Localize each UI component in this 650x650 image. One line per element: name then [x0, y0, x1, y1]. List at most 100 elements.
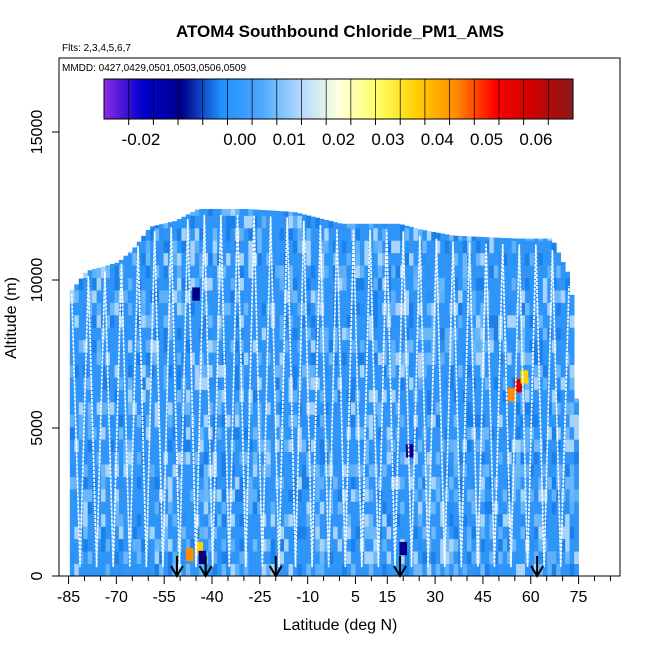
heat-cell — [159, 314, 164, 328]
heat-cell — [92, 538, 98, 552]
heat-cell — [529, 327, 535, 341]
heat-cell — [458, 277, 463, 291]
heat-cell — [346, 526, 352, 540]
heat-cell — [395, 476, 401, 490]
heat-cell — [373, 302, 379, 316]
heat-cell — [556, 252, 562, 266]
heat-cell — [83, 272, 89, 279]
heat-cell — [83, 439, 89, 453]
heat-cell — [159, 302, 164, 316]
heat-cell — [163, 538, 169, 552]
heat-cell — [346, 364, 352, 378]
heat-cell — [101, 377, 106, 390]
heat-cell — [574, 551, 579, 564]
heat-cell — [498, 237, 504, 241]
heat-cell — [252, 513, 258, 527]
heat-cell — [194, 364, 200, 378]
heat-cell — [315, 538, 321, 552]
heat-cell — [502, 451, 508, 465]
heat-cell — [261, 210, 267, 216]
heat-cell — [110, 302, 115, 316]
heat-cell — [471, 551, 477, 564]
heat-cell — [453, 314, 459, 328]
heat-cell — [547, 426, 553, 440]
heat-cell — [560, 277, 566, 291]
y-tick-label: 10000 — [29, 258, 46, 303]
heat-cell — [382, 551, 388, 564]
heat-cell — [404, 476, 410, 490]
heat-cell — [533, 401, 539, 415]
heat-cell — [453, 563, 459, 576]
heat-cell — [199, 277, 205, 291]
heat-cell — [547, 476, 553, 490]
heat-cell — [217, 488, 222, 502]
heat-cell — [176, 327, 182, 341]
heat-cell — [226, 252, 231, 266]
heat-cell — [123, 277, 129, 291]
heat-cell — [400, 227, 405, 241]
heat-cell — [516, 414, 521, 428]
heat-cell — [538, 501, 544, 515]
heat-cell — [226, 377, 231, 390]
heat-cell — [440, 327, 446, 341]
heat-cell — [560, 314, 566, 328]
heat-cell — [176, 377, 182, 390]
heat-cell — [163, 302, 169, 316]
heat-cell — [243, 265, 249, 279]
heat-cell — [136, 538, 142, 552]
heat-cell — [511, 501, 517, 515]
heat-cell — [248, 426, 254, 440]
heat-cell — [221, 364, 227, 378]
heat-cell — [359, 513, 365, 527]
heat-cell — [391, 538, 396, 552]
heat-cell — [489, 513, 495, 527]
heat-cell — [127, 401, 133, 415]
heat-cell — [270, 401, 276, 415]
heat-cell — [92, 364, 98, 378]
heat-cell — [230, 227, 236, 241]
heat-cell — [136, 252, 142, 266]
heat-cell — [355, 538, 361, 552]
heat-cell — [359, 302, 365, 316]
heat-cell — [502, 476, 508, 490]
heat-cell — [145, 352, 151, 366]
heat-cell — [368, 240, 374, 254]
heat-cell — [565, 364, 571, 378]
heat-cell — [444, 563, 450, 576]
heat-cell — [346, 302, 352, 316]
heat-cell — [426, 265, 432, 279]
heat-cell — [288, 227, 294, 241]
heat-cell — [560, 352, 566, 366]
heat-cell — [516, 551, 521, 564]
heat-cell — [132, 563, 138, 576]
heat-cell — [408, 401, 414, 415]
heat-cell — [150, 327, 156, 341]
heat-cell — [417, 513, 423, 527]
heat-cell — [431, 302, 437, 316]
heat-cell — [511, 327, 517, 341]
heat-cell — [306, 377, 312, 390]
heat-cell — [413, 451, 419, 465]
heat-cell — [538, 551, 544, 564]
heat-cell — [346, 265, 352, 279]
heat-cell — [440, 364, 446, 378]
heat-cell — [194, 327, 200, 341]
heat-cell — [542, 290, 548, 303]
heat-cell — [315, 240, 321, 254]
heat-cell — [248, 538, 254, 552]
heat-cell — [319, 464, 325, 477]
heat-cell — [257, 252, 263, 266]
heat-cell — [440, 233, 446, 241]
heat-cell — [511, 252, 517, 266]
heat-cell — [516, 451, 521, 465]
heat-cell — [132, 526, 138, 540]
heat-cell — [373, 538, 379, 552]
heat-cell — [145, 302, 151, 316]
heat-cell — [315, 389, 321, 403]
heat-cell — [110, 339, 115, 353]
x-axis: -85 -70 -55 -40 -25 -10 5 15 30 45 60 75 — [57, 576, 611, 606]
heat-cell — [168, 563, 173, 576]
heat-cell — [203, 526, 209, 540]
heat-cell — [538, 526, 544, 540]
heat-cell — [475, 377, 481, 390]
